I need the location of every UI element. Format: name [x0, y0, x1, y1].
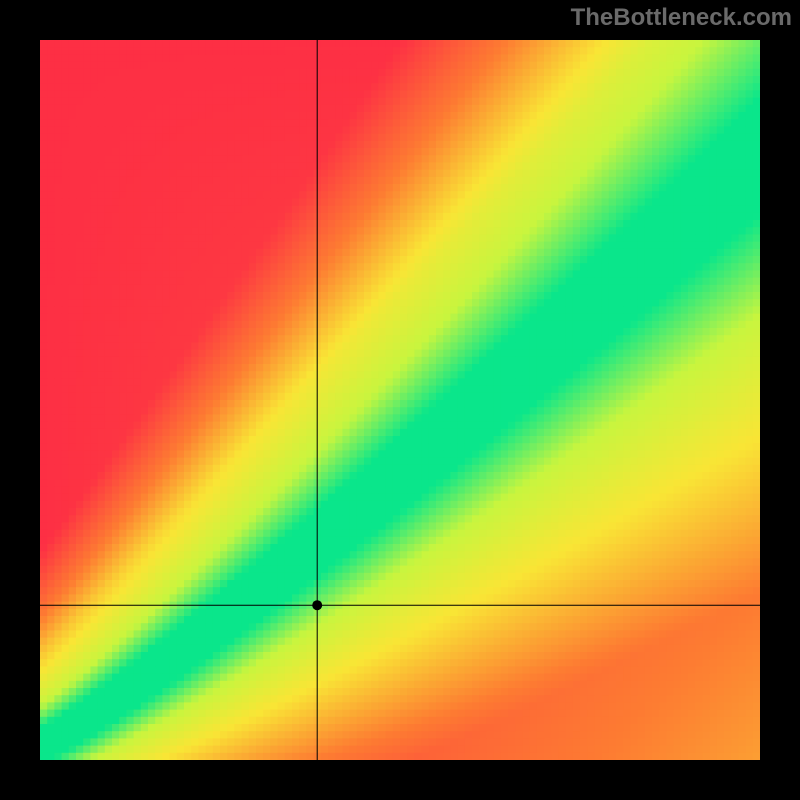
heatmap-svg: [40, 40, 760, 760]
chart-container: TheBottleneck.com: [0, 0, 800, 800]
heatmap-plot: [40, 40, 760, 760]
attribution-text: TheBottleneck.com: [571, 4, 792, 32]
